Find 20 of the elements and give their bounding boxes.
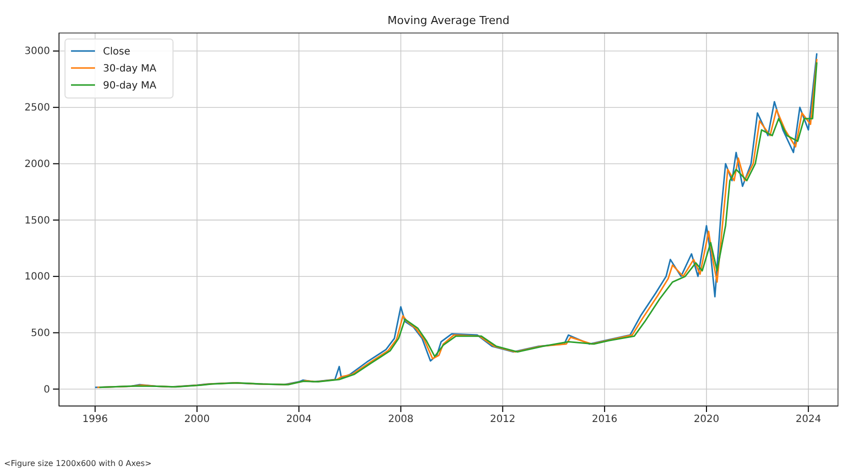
y-tick-label: 1500 — [24, 215, 50, 226]
x-tick-label: 2020 — [694, 414, 720, 426]
legend-label: 30-day MA — [103, 64, 157, 74]
y-tick-label: 1000 — [24, 272, 50, 283]
x-tick-label: 2016 — [592, 414, 618, 426]
x-tick-label: 2024 — [796, 414, 822, 426]
x-tick-label: 2004 — [286, 414, 312, 426]
x-tick-label: 2008 — [388, 414, 414, 426]
y-tick-label: 500 — [30, 328, 50, 339]
y-tick-label: 2500 — [24, 102, 50, 114]
x-tick-label: 1996 — [82, 414, 108, 426]
legend-label: Close — [103, 46, 130, 58]
y-tick-label: 2000 — [24, 158, 50, 170]
text: <Figure size 1200x600 with 0 Axes> — [4, 459, 152, 468]
y-tick-label: 3000 — [24, 46, 50, 58]
legend-label: 90-day MA — [103, 80, 157, 92]
x-tick-label: 2012 — [490, 414, 516, 426]
chart-title: Moving Average Trend — [387, 14, 510, 27]
y-tick-label: 0 — [44, 384, 50, 396]
x-tick-label: 2000 — [184, 414, 210, 426]
